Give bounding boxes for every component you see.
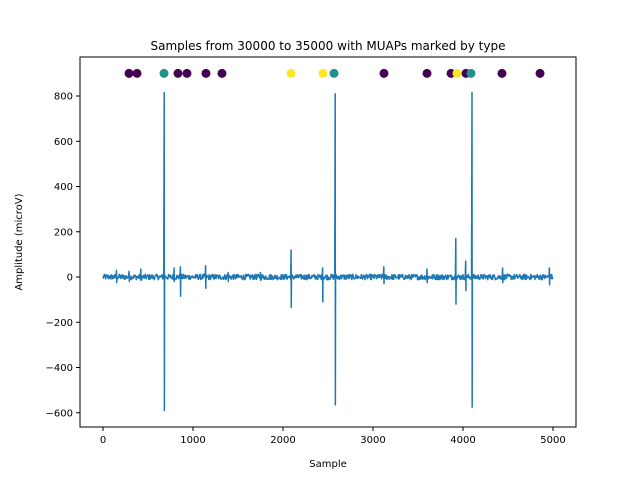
- muap-marker-type-0: [217, 68, 227, 78]
- muap-marker-type-2: [452, 68, 462, 78]
- muap-marker-type-0: [182, 68, 192, 78]
- x-axis-label: Sample: [309, 459, 347, 470]
- muap-marker-type-1: [466, 68, 476, 78]
- plot-area: [102, 68, 554, 412]
- axes-frame: [79, 56, 577, 428]
- muap-marker-type-1: [159, 68, 169, 78]
- signal-path: [102, 91, 554, 412]
- muap-markers: [124, 68, 545, 78]
- muap-marker-type-2: [318, 68, 328, 78]
- y-tick-label: 0: [67, 273, 73, 284]
- y-tick-label: −200: [46, 318, 73, 329]
- muap-marker-type-1: [329, 68, 339, 78]
- y-axis-ticks: −600 −400 −200 0 200 400 600 800: [46, 92, 80, 419]
- muap-marker-type-0: [497, 68, 507, 78]
- x-tick-label: 5000: [540, 435, 565, 446]
- y-tick-label: 400: [54, 182, 73, 193]
- muap-marker-type-0: [132, 68, 142, 78]
- muap-marker-type-0: [535, 68, 545, 78]
- x-tick-label: 4000: [450, 435, 475, 446]
- y-tick-label: 600: [54, 137, 73, 148]
- chart-title: Samples from 30000 to 35000 with MUAPs m…: [150, 39, 505, 53]
- muap-marker-type-0: [379, 68, 389, 78]
- muap-marker-type-0: [201, 68, 211, 78]
- x-tick-label: 2000: [270, 435, 295, 446]
- signal-line: [102, 91, 554, 412]
- y-tick-label: −600: [46, 408, 73, 419]
- y-tick-label: −400: [46, 363, 73, 374]
- muap-marker-type-0: [124, 68, 134, 78]
- muap-marker-type-0: [173, 68, 183, 78]
- y-tick-label: 800: [54, 92, 73, 103]
- y-axis-label: Amplitude (microV): [14, 193, 25, 290]
- x-tick-label: 0: [100, 435, 106, 446]
- y-tick-label: 200: [54, 227, 73, 238]
- x-tick-label: 1000: [180, 435, 205, 446]
- muap-marker-type-2: [286, 68, 296, 78]
- x-tick-label: 3000: [360, 435, 385, 446]
- muap-marker-type-0: [422, 68, 432, 78]
- x-axis-ticks: 0 1000 2000 3000 4000 5000: [100, 427, 566, 446]
